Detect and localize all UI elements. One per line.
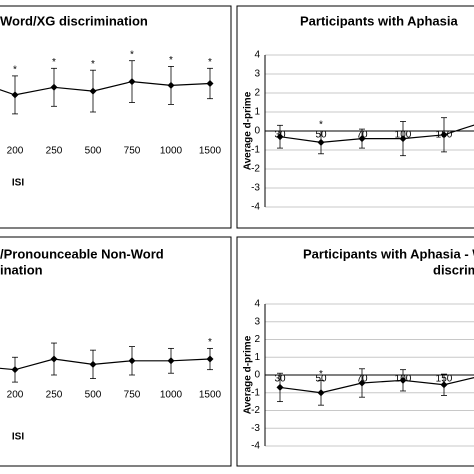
- y-tick-label: -4: [251, 202, 260, 213]
- data-point: [50, 83, 58, 91]
- data-point: [128, 78, 136, 86]
- y-axis-label: Average d-prime: [243, 91, 254, 170]
- data-point: [11, 366, 19, 374]
- x-tick-label: 1500: [199, 146, 222, 157]
- data-point: [317, 138, 325, 146]
- data-point: [89, 87, 97, 95]
- y-tick-label: 4: [254, 299, 260, 310]
- x-tick-label: 1000: [160, 390, 183, 401]
- x-tick-label: 500: [85, 390, 102, 401]
- data-point: [440, 131, 448, 139]
- x-tick-label: 500: [85, 146, 102, 157]
- significance-marker: *: [13, 65, 17, 76]
- y-tick-label: -3: [251, 183, 260, 194]
- data-point: [206, 80, 214, 87]
- x-tick-label: 250: [46, 390, 63, 401]
- y-tick-label: 4: [254, 50, 260, 61]
- data-line: [0, 358, 211, 371]
- x-tick-label: 1500: [199, 390, 222, 401]
- data-line: [279, 124, 474, 144]
- x-tick-label: 200: [7, 146, 24, 157]
- panel-border: [236, 236, 474, 467]
- panel-border: [0, 5, 232, 229]
- data-point: [358, 379, 366, 387]
- x-tick-label: 250: [46, 146, 63, 157]
- data-point: [317, 389, 325, 397]
- significance-marker: *: [91, 59, 95, 70]
- chart-title: Participants with Aphasia - Wo: [303, 246, 474, 261]
- data-point: [399, 376, 407, 384]
- data-point: [358, 135, 366, 143]
- data-line: [0, 80, 211, 96]
- x-tick-label: 50: [315, 374, 327, 385]
- data-point: [167, 357, 175, 365]
- significance-marker: *: [52, 57, 56, 68]
- x-tick-label: 1000: [160, 146, 183, 157]
- y-tick-label: -1: [251, 387, 260, 398]
- y-tick-label: -2: [251, 164, 260, 175]
- data-point: [440, 381, 448, 389]
- significance-marker: *: [319, 369, 323, 380]
- x-axis-label: ISI: [12, 178, 24, 189]
- significance-marker: *: [208, 57, 212, 68]
- y-tick-label: -2: [251, 405, 260, 416]
- chart-title: Word/XG discrimination: [0, 13, 148, 28]
- y-tick-label: 1: [254, 107, 260, 118]
- significance-marker: *: [169, 55, 173, 66]
- data-point: [276, 133, 284, 141]
- data-point: [11, 91, 19, 99]
- y-tick-label: 0: [254, 126, 260, 137]
- data-point: [399, 135, 407, 143]
- x-axis-label: ISI: [12, 432, 24, 443]
- chart-title: /Pronounceable Non-Word: [0, 246, 164, 261]
- data-point: [89, 360, 97, 368]
- chart-title: Participants with Aphasia: [300, 13, 458, 28]
- x-tick-label: 200: [7, 390, 24, 401]
- significance-marker: *: [319, 120, 323, 131]
- y-tick-label: -1: [251, 145, 260, 156]
- data-point: [206, 355, 214, 363]
- data-point: [50, 355, 58, 363]
- y-tick-label: -4: [251, 441, 260, 452]
- x-tick-label: 750: [124, 390, 141, 401]
- chart-title: ination: [0, 262, 43, 277]
- data-point: [276, 383, 284, 391]
- x-tick-label: 750: [124, 146, 141, 157]
- data-point: [167, 81, 175, 89]
- y-tick-label: 2: [254, 88, 260, 99]
- panel-border: [236, 5, 474, 229]
- y-tick-label: 3: [254, 69, 260, 80]
- y-tick-label: 1: [254, 352, 260, 363]
- panel-border: [0, 236, 232, 467]
- significance-marker: *: [208, 337, 212, 348]
- data-point: [128, 357, 136, 365]
- significance-marker: *: [130, 49, 134, 60]
- y-tick-label: 2: [254, 334, 260, 345]
- y-axis-label: Average d-prime: [243, 335, 254, 414]
- y-tick-label: -3: [251, 423, 260, 434]
- chart-title: discrim: [433, 262, 474, 277]
- data-line: [279, 377, 474, 394]
- y-tick-label: 0: [254, 370, 260, 381]
- y-tick-label: 3: [254, 316, 260, 327]
